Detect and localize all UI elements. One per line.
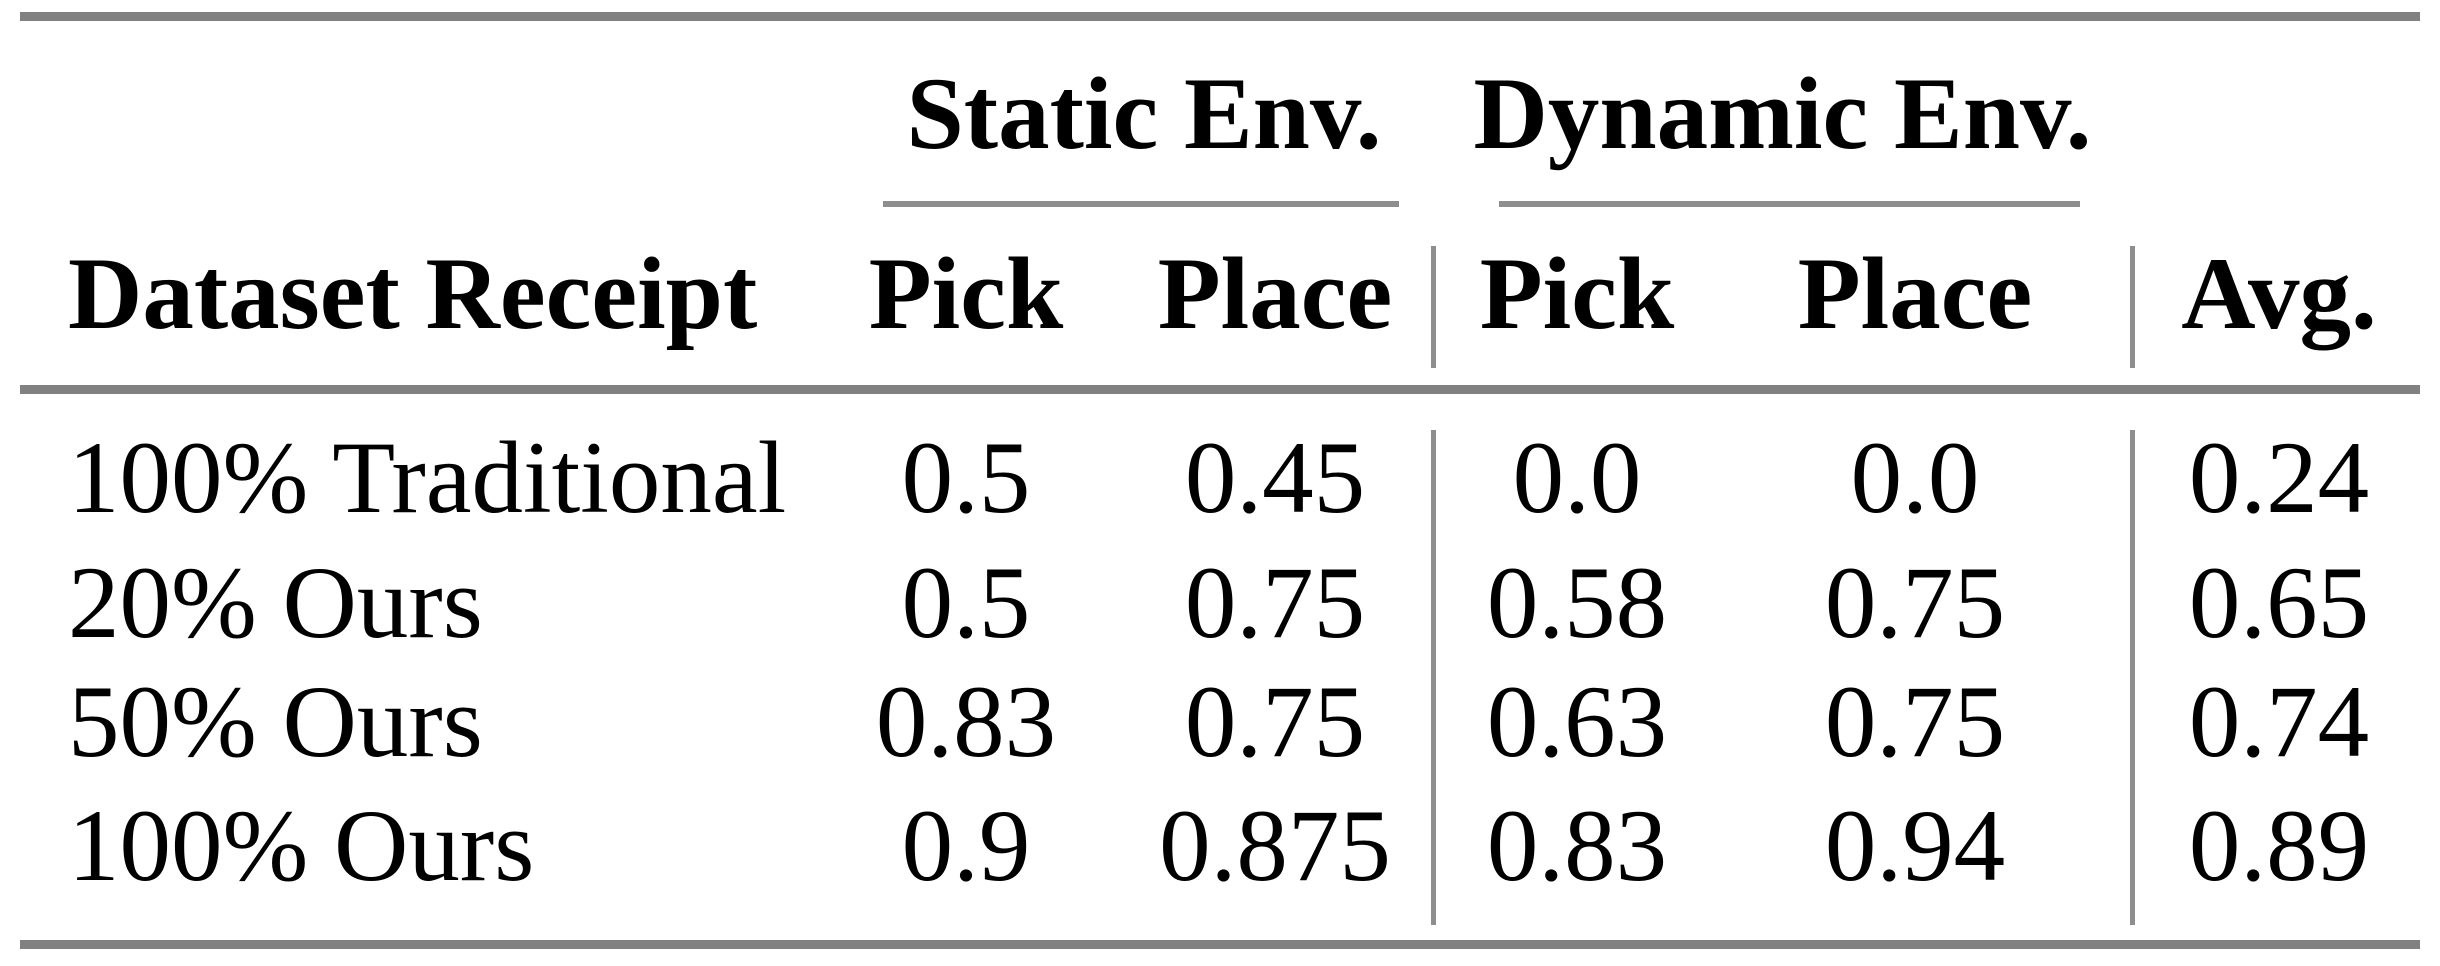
- cell-value: 0.89: [2188, 789, 2370, 903]
- table-row: 100% Ours 0.9 0.875 0.83 0.94 0.89: [0, 795, 2440, 915]
- cell-value: 0.0: [1850, 421, 1980, 535]
- vertical-separator-2-header: [2130, 246, 2135, 368]
- table-row: 50% Ours 0.83 0.75 0.63 0.75 0.74: [0, 671, 2440, 791]
- cell-value: 0.0: [1512, 421, 1642, 535]
- row-label: 100% Ours: [68, 789, 535, 903]
- table-bottom-rule: [20, 940, 2420, 949]
- table-row: 20% Ours 0.5 0.75 0.58 0.75 0.65: [0, 552, 2440, 672]
- cell-value: 0.5: [901, 546, 1031, 660]
- column-header-dataset-receipt: Dataset Receipt: [68, 237, 758, 351]
- column-header-avg: Avg.: [2181, 237, 2377, 351]
- table-row: 100% Traditional 0.5 0.45 0.0 0.0 0.24: [0, 427, 2440, 547]
- group-header-static-env: Static Env.: [906, 57, 1382, 171]
- cell-value: 0.74: [2188, 665, 2370, 779]
- cell-value: 0.24: [2188, 421, 2370, 535]
- vertical-separator-1-body: [1431, 430, 1436, 925]
- column-header-row: Dataset Receipt Pick Place Pick Place Av…: [0, 243, 2440, 363]
- table-mid-rule: [20, 385, 2420, 394]
- column-header-static-pick: Pick: [868, 237, 1064, 351]
- cell-value: 0.75: [1824, 665, 2006, 779]
- vertical-separator-1-header: [1431, 246, 1436, 368]
- group-header-dynamic-env: Dynamic Env.: [1473, 57, 2092, 171]
- cell-value: 0.45: [1184, 421, 1366, 535]
- group-header-row: Static Env. Dynamic Env.: [0, 63, 2440, 183]
- cell-value: 0.83: [875, 665, 1057, 779]
- cell-value: 0.63: [1486, 665, 1668, 779]
- static-env-underline: [883, 201, 1399, 207]
- cell-value: 0.875: [1159, 789, 1391, 903]
- cell-value: 0.83: [1486, 789, 1668, 903]
- column-header-dynamic-place: Place: [1797, 237, 2033, 351]
- table-top-rule: [20, 12, 2420, 21]
- cell-value: 0.5: [901, 421, 1031, 535]
- cell-value: 0.65: [2188, 546, 2370, 660]
- row-label: 50% Ours: [68, 665, 483, 779]
- row-label: 20% Ours: [68, 546, 483, 660]
- cell-value: 0.94: [1824, 789, 2006, 903]
- cell-value: 0.75: [1184, 546, 1366, 660]
- column-header-dynamic-pick: Pick: [1479, 237, 1675, 351]
- cell-value: 0.75: [1184, 665, 1366, 779]
- cell-value: 0.75: [1824, 546, 2006, 660]
- vertical-separator-2-body: [2130, 430, 2135, 925]
- row-label: 100% Traditional: [68, 421, 787, 535]
- column-header-static-place: Place: [1157, 237, 1393, 351]
- cell-value: 0.58: [1486, 546, 1668, 660]
- dynamic-env-underline: [1499, 201, 2080, 207]
- cell-value: 0.9: [901, 789, 1031, 903]
